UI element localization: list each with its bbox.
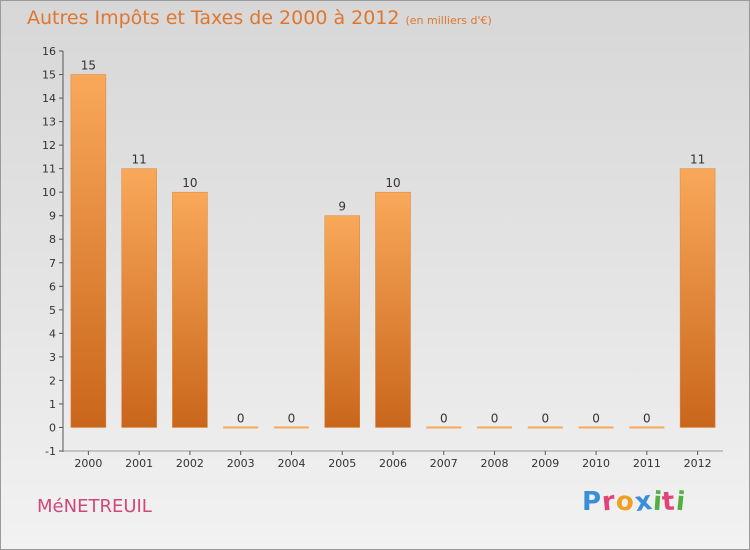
chart-unit: (en milliers d'€) bbox=[405, 14, 492, 27]
y-tick-label: 4 bbox=[49, 327, 56, 340]
x-tick-label: 2003 bbox=[227, 457, 255, 470]
bar bbox=[223, 426, 259, 429]
bar bbox=[324, 215, 360, 428]
bar-value-label: 0 bbox=[592, 411, 600, 425]
x-tick-label: 2005 bbox=[328, 457, 356, 470]
x-tick-label: 2006 bbox=[379, 457, 407, 470]
bar-value-label: 10 bbox=[182, 176, 197, 190]
y-tick-label: 0 bbox=[49, 421, 56, 434]
bar bbox=[121, 168, 157, 428]
y-tick-label: 11 bbox=[42, 163, 56, 176]
y-tick-label: 3 bbox=[49, 351, 56, 364]
y-tick-label: 7 bbox=[49, 257, 56, 270]
chart-title-row: Autres Impôts et Taxes de 2000 à 2012 (en… bbox=[27, 7, 492, 29]
commune-name: MéNETREUIL bbox=[37, 496, 152, 517]
bar bbox=[629, 426, 665, 429]
y-tick-label: 6 bbox=[49, 280, 56, 293]
bar-value-label: 0 bbox=[440, 411, 448, 425]
y-tick-label: 2 bbox=[49, 374, 56, 387]
bar bbox=[375, 191, 411, 428]
bar-value-label: 11 bbox=[132, 153, 147, 167]
bar-value-label: 9 bbox=[338, 200, 346, 214]
bar-value-label: 10 bbox=[385, 176, 400, 190]
x-tick-label: 2012 bbox=[684, 457, 712, 470]
bar-value-label: 11 bbox=[690, 153, 705, 167]
logo-letter: i bbox=[674, 486, 688, 518]
y-tick-label: 14 bbox=[42, 92, 56, 105]
bar bbox=[426, 426, 462, 429]
y-tick-label: 12 bbox=[42, 139, 56, 152]
bar-value-label: 0 bbox=[643, 411, 651, 425]
bar bbox=[527, 426, 563, 429]
y-tick-label: 13 bbox=[42, 116, 56, 129]
bar-value-label: 0 bbox=[237, 411, 245, 425]
bar-value-label: 0 bbox=[288, 411, 296, 425]
y-tick-label: 1 bbox=[49, 398, 56, 411]
y-tick-label: 16 bbox=[42, 45, 56, 58]
bar-value-label: 15 bbox=[81, 59, 96, 73]
y-tick-label: 10 bbox=[42, 186, 56, 199]
y-tick-label: 15 bbox=[42, 69, 56, 82]
x-tick-label: 2009 bbox=[531, 457, 559, 470]
bar bbox=[578, 426, 614, 429]
x-tick-label: 2000 bbox=[74, 457, 102, 470]
bar bbox=[70, 74, 107, 428]
x-tick-label: 2002 bbox=[176, 457, 204, 470]
bar-value-label: 0 bbox=[541, 411, 549, 425]
chart-title: Autres Impôts et Taxes de 2000 à 2012 bbox=[27, 7, 400, 29]
bar bbox=[679, 168, 716, 428]
y-tick-label: 9 bbox=[49, 210, 56, 223]
bar bbox=[172, 191, 208, 428]
x-tick-label: 2010 bbox=[582, 457, 610, 470]
x-tick-label: 2001 bbox=[125, 457, 153, 470]
y-tick-label: 5 bbox=[49, 304, 56, 317]
x-tick-label: 2008 bbox=[481, 457, 509, 470]
bar bbox=[273, 426, 309, 429]
bar bbox=[477, 426, 513, 429]
x-tick-label: 2007 bbox=[430, 457, 458, 470]
y-tick-label: 8 bbox=[49, 233, 56, 246]
bar-value-label: 0 bbox=[491, 411, 499, 425]
logo-letter: P bbox=[582, 487, 603, 517]
y-tick-label: -1 bbox=[45, 445, 56, 458]
proxiti-logo: Proxiti bbox=[582, 486, 688, 518]
x-tick-label: 2011 bbox=[633, 457, 661, 470]
x-tick-label: 2004 bbox=[277, 457, 305, 470]
